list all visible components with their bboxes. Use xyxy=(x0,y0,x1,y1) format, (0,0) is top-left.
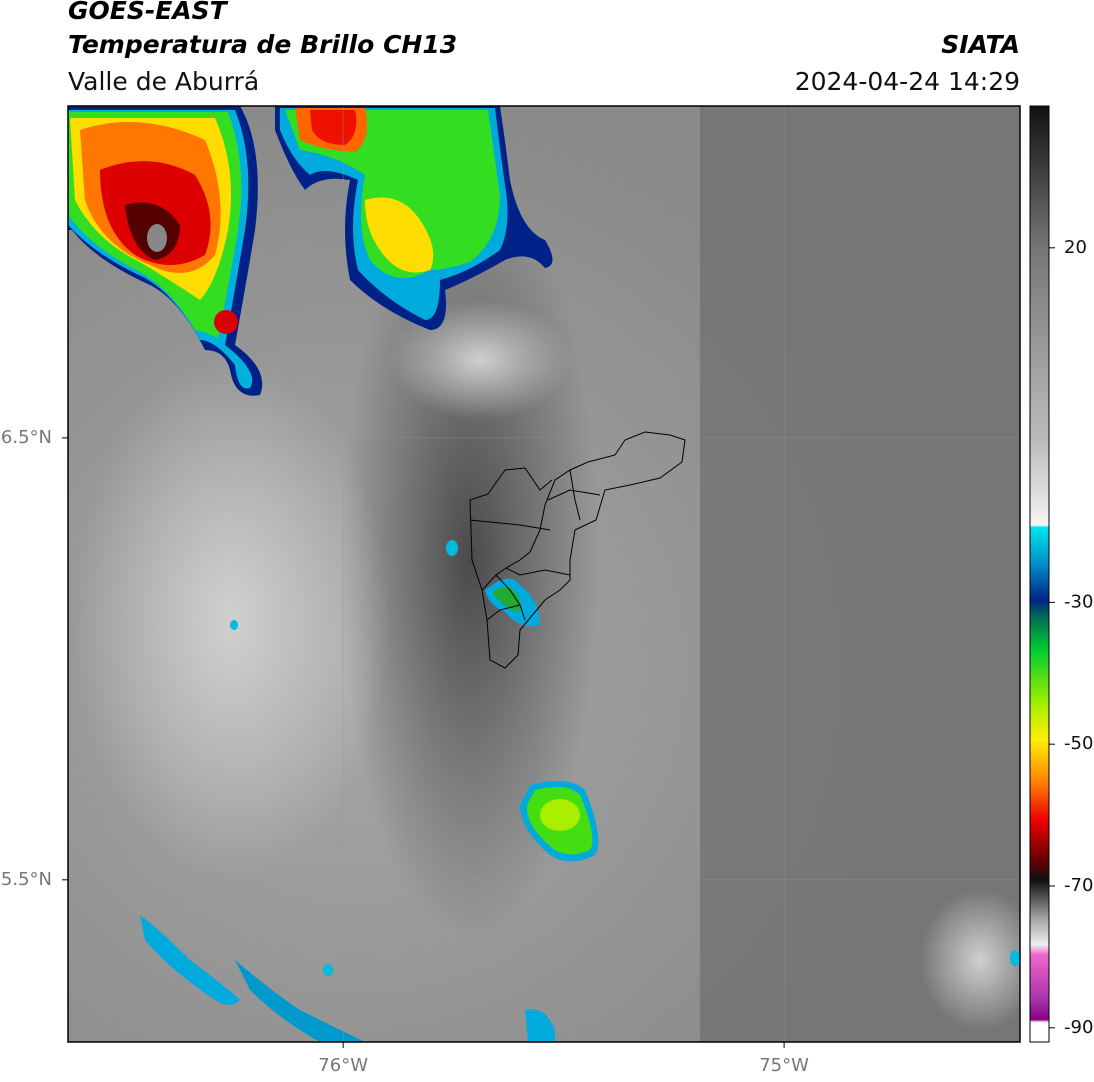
image-light-patch xyxy=(70,360,390,880)
storm-cell xyxy=(68,106,263,396)
colorbar-tick-label: 20 xyxy=(1064,237,1087,258)
colorbar-tick-label: -50 xyxy=(1064,733,1093,754)
colorbar-scale xyxy=(1029,105,1050,1043)
graticule xyxy=(68,106,1020,1042)
image-light-patch xyxy=(390,300,570,420)
y-tick-label: 5.5°N xyxy=(1,869,52,890)
colorbar-tick-label: -90 xyxy=(1064,1017,1093,1038)
storm-cell xyxy=(275,106,553,330)
image-dark-east xyxy=(700,106,1020,1042)
colorbar-tick-label: -30 xyxy=(1064,591,1093,612)
storm-cell xyxy=(140,540,1020,1042)
colorbar: -90 -70 -50 -30 20 xyxy=(1029,105,1093,1043)
colorbar-tick-label: -70 xyxy=(1064,875,1093,896)
storm-cell xyxy=(520,781,599,862)
image-light-patch xyxy=(920,890,1020,1030)
x-tick-label: 76°W xyxy=(318,1055,368,1076)
basin-outline xyxy=(469,431,686,669)
y-tick-label: 6.5°N xyxy=(1,427,52,448)
product-title: Temperatura de Brillo CH13 xyxy=(68,30,457,59)
satellite-title: GOES-EAST xyxy=(68,0,229,25)
source-label: SIATA xyxy=(941,30,1020,59)
region-label: Valle de Aburrá xyxy=(68,67,259,96)
datetime-label: 2024-04-24 14:29 xyxy=(795,67,1020,96)
satellite-image xyxy=(68,106,1020,1042)
x-tick-label: 75°W xyxy=(759,1055,809,1076)
map-frame xyxy=(67,105,1021,1043)
